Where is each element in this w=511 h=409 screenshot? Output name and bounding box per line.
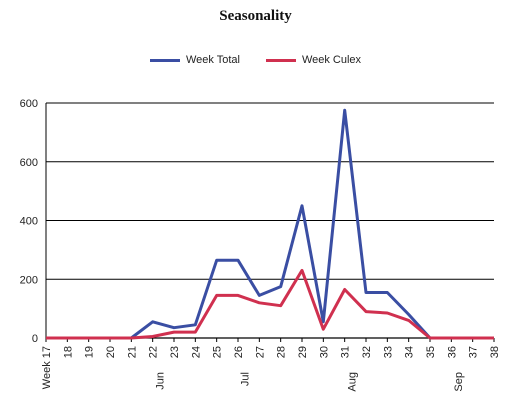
legend-label-week-total: Week Total (185, 54, 240, 66)
x-tick-label: 26 (233, 346, 245, 358)
x-tick-label: 33 (382, 346, 394, 358)
x-tick-label: 18 (62, 346, 74, 358)
chart-legend: Week Total Week Culex (0, 54, 511, 66)
x-tick-label: 35 (425, 346, 437, 358)
x-tick-label: 31 (340, 346, 352, 358)
x-tick-label: 19 (84, 346, 96, 358)
y-tick-label: 600 (20, 98, 38, 110)
x-tick-label: 21 (126, 346, 138, 358)
x-tick-label: 28 (276, 346, 288, 358)
legend-swatch-week-total (149, 58, 180, 62)
month-label: Jun (154, 372, 166, 390)
x-tick-label: 22 (148, 346, 160, 358)
legend-item-week-total: Week Total (149, 54, 240, 66)
month-label: Sep (453, 372, 465, 392)
x-tick-label: 30 (318, 346, 330, 358)
x-tick-label: 32 (361, 346, 373, 358)
month-label: Jul (240, 372, 252, 386)
x-tick-label: 29 (297, 346, 309, 358)
x-tick-label: 24 (190, 346, 202, 358)
y-tick-label: 0 (32, 333, 38, 345)
x-tick-label: 36 (446, 346, 458, 358)
month-label: Aug (346, 372, 358, 392)
y-tick-label: 200 (20, 274, 38, 286)
legend-item-week-culex: Week Culex (265, 54, 362, 66)
x-tick-label: Week 17 (41, 346, 53, 389)
x-tick-label: 27 (254, 346, 266, 358)
legend-label-week-culex: Week Culex (301, 54, 362, 66)
x-tick-label: 25 (212, 346, 224, 358)
chart-title: Seasonality (219, 8, 292, 24)
legend-swatch-week-culex (265, 58, 296, 62)
y-tick-label: 600 (20, 157, 38, 169)
x-tick-label: 20 (105, 346, 117, 358)
x-tick-label: 34 (404, 346, 416, 358)
series-line-week-culex (46, 268, 494, 340)
x-tick-label: 37 (468, 346, 480, 358)
y-tick-label: 400 (20, 216, 38, 228)
x-tick-label: 38 (489, 346, 501, 358)
x-tick-label: 23 (169, 346, 181, 358)
